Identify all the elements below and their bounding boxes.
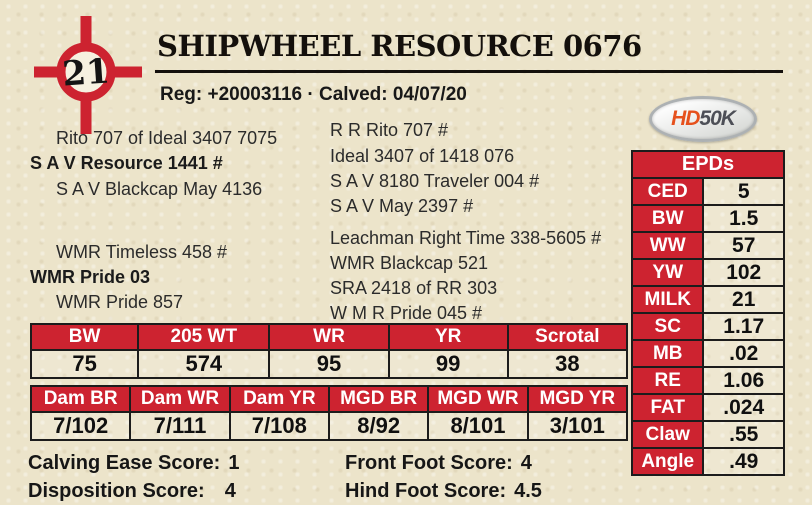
epd-row: RE 1.06 bbox=[630, 366, 785, 395]
epd-label: SC bbox=[630, 312, 705, 341]
epd-table-title: EPDs bbox=[631, 150, 785, 179]
ratios-value: 8/92 bbox=[327, 411, 430, 441]
score-label: Disposition Score: bbox=[28, 480, 205, 502]
front-foot-score: Front Foot Score: 4 bbox=[345, 452, 532, 475]
ratios-value: 3/101 bbox=[526, 411, 629, 441]
hind-foot-score: Hind Foot Score: 4.5 bbox=[345, 480, 542, 503]
animal-name-title: SHIPWHEEL RESOURCE 0676 bbox=[157, 29, 642, 63]
epd-row: MILK 21 bbox=[630, 285, 785, 314]
lot-number: 21 bbox=[61, 51, 111, 94]
ratios-header: Dam YR bbox=[228, 385, 330, 413]
ratios-value: 8/101 bbox=[427, 411, 529, 441]
score-label: Calving Ease Score: bbox=[28, 452, 221, 474]
epd-value: .55 bbox=[702, 420, 785, 449]
weights-value: 75 bbox=[29, 349, 140, 379]
epd-table: EPDs CED 5 BW 1.5 WW 57 YW 102 MILK 21 SC 1.17… bbox=[630, 150, 785, 476]
pedigree-ancestor: Ideal 3407 of 1418 076 bbox=[330, 146, 515, 166]
score-label: Front Foot Score: bbox=[345, 452, 513, 474]
ratios-header-row: Dam BR Dam WR Dam YR MGD BR MGD WR MGD Y… bbox=[29, 385, 629, 413]
epd-row: SC 1.17 bbox=[630, 312, 785, 341]
title-underline bbox=[155, 70, 783, 73]
epd-label: MILK bbox=[630, 285, 705, 314]
epd-value: 57 bbox=[702, 231, 785, 260]
epd-row: MB .02 bbox=[630, 339, 785, 368]
weights-value: 99 bbox=[387, 349, 509, 379]
epd-label: WW bbox=[630, 231, 705, 260]
weights-header: Scrotal bbox=[506, 323, 629, 351]
pedigree-dam-top: WMR Timeless 458 # bbox=[56, 242, 228, 262]
score-label: Hind Foot Score: bbox=[345, 480, 507, 502]
weights-header: BW bbox=[29, 323, 140, 351]
ratios-value: 7/102 bbox=[29, 411, 132, 441]
epd-row: WW 57 bbox=[630, 231, 785, 260]
weights-header: 205 WT bbox=[137, 323, 271, 351]
epd-row: YW 102 bbox=[630, 258, 785, 287]
ratios-value: 7/108 bbox=[228, 411, 330, 441]
pedigree-sire-top: Rito 707 of Ideal 3407 7075 bbox=[56, 128, 278, 148]
epd-row: CED 5 bbox=[630, 177, 785, 206]
pedigree-ancestor: WMR Blackcap 521 bbox=[330, 253, 489, 273]
hd50k-50k-text: 50K bbox=[699, 107, 736, 130]
ratios-value: 7/111 bbox=[129, 411, 231, 441]
epd-label: RE bbox=[630, 366, 705, 395]
performance-weights-table: BW 205 WT WR YR Scrotal 75 574 95 99 38 bbox=[29, 323, 629, 379]
pedigree-ancestor: W M R Pride 045 # bbox=[330, 303, 483, 323]
ratios-header: MGD WR bbox=[427, 385, 529, 413]
epd-row: FAT .024 bbox=[630, 393, 785, 422]
epd-value: .49 bbox=[702, 447, 785, 476]
weights-header: YR bbox=[387, 323, 509, 351]
epd-value: 5 bbox=[702, 177, 785, 206]
pedigree-ancestor: SRA 2418 of RR 303 bbox=[330, 278, 498, 298]
epd-label: MB bbox=[630, 339, 705, 368]
epd-label: Angle bbox=[630, 447, 705, 476]
ratios-header: Dam BR bbox=[29, 385, 132, 413]
epd-value: 1.06 bbox=[702, 366, 785, 395]
weights-header-row: BW 205 WT WR YR Scrotal bbox=[29, 323, 629, 351]
weights-value: 38 bbox=[506, 349, 629, 379]
epd-label: BW bbox=[630, 204, 705, 233]
pedigree-sire-bottom: S A V Blackcap May 4136 bbox=[56, 179, 263, 199]
epd-label: Claw bbox=[630, 420, 705, 449]
hd50k-hd-text: HD bbox=[671, 107, 700, 130]
epd-value: 1.17 bbox=[702, 312, 785, 341]
pedigree-sire: S A V Resource 1441 # bbox=[30, 153, 223, 173]
weights-value: 95 bbox=[268, 349, 390, 379]
weights-value: 574 bbox=[137, 349, 271, 379]
ratios-value-row: 7/102 7/111 7/108 8/92 8/101 3/101 bbox=[29, 411, 629, 441]
disposition-score: Disposition Score: 4 bbox=[28, 480, 236, 503]
epd-label: FAT bbox=[630, 393, 705, 422]
weights-header: WR bbox=[268, 323, 390, 351]
pedigree-ancestor: S A V 8180 Traveler 004 # bbox=[330, 171, 540, 191]
score-value: 4.5 bbox=[514, 480, 542, 502]
weights-value-row: 75 574 95 99 38 bbox=[29, 349, 629, 379]
epd-value: .02 bbox=[702, 339, 785, 368]
pedigree-ancestor: Leachman Right Time 338-5605 # bbox=[330, 228, 602, 248]
score-value: 4 bbox=[224, 480, 236, 502]
pedigree-dam-bottom: WMR Pride 857 bbox=[56, 292, 184, 312]
ratios-header: MGD BR bbox=[327, 385, 430, 413]
pedigree-dam: WMR Pride 03 bbox=[30, 267, 151, 287]
epd-value: 21 bbox=[702, 285, 785, 314]
pedigree-ancestor: R R Rito 707 # bbox=[330, 120, 449, 140]
epd-value: .024 bbox=[702, 393, 785, 422]
pedigree-ancestor: S A V May 2397 # bbox=[330, 196, 474, 216]
epd-row: Angle .49 bbox=[630, 447, 785, 476]
epd-label: YW bbox=[630, 258, 705, 287]
epd-row: Claw .55 bbox=[630, 420, 785, 449]
hd50k-badge-icon: HD 50K bbox=[649, 96, 757, 142]
epd-row: BW 1.5 bbox=[630, 204, 785, 233]
epd-label: CED bbox=[630, 177, 705, 206]
epd-value: 102 bbox=[702, 258, 785, 287]
registration-line: Reg: +20003116 · Calved: 04/07/20 bbox=[160, 84, 467, 105]
score-value: 4 bbox=[520, 452, 532, 474]
ratios-header: Dam WR bbox=[129, 385, 231, 413]
ratios-header: MGD YR bbox=[526, 385, 629, 413]
lot-brand-logo: 21 bbox=[34, 16, 142, 134]
epd-value: 1.5 bbox=[702, 204, 785, 233]
score-value: 1 bbox=[228, 452, 240, 474]
dam-ratios-table: Dam BR Dam WR Dam YR MGD BR MGD WR MGD Y… bbox=[29, 385, 629, 441]
calving-ease-score: Calving Ease Score: 1 bbox=[28, 452, 239, 475]
